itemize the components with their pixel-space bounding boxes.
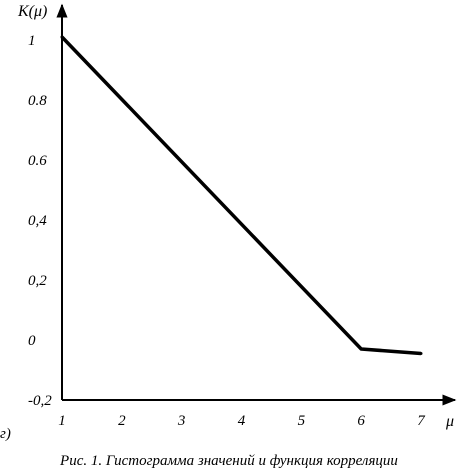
x-tick-label: 1 — [58, 413, 66, 429]
correlation-line — [60, 35, 422, 356]
y-axis-label: K(μ) — [17, 3, 47, 20]
x-tick-label: 6 — [357, 413, 365, 429]
y-tick-labels: 1 0.8 0.6 0,4 0,2 0 -0,2 — [28, 33, 52, 409]
data-point — [359, 347, 363, 351]
y-tick-label: 1 — [28, 33, 36, 49]
x-tick-label: 3 — [177, 413, 186, 429]
data-point — [60, 35, 64, 39]
data-point — [419, 352, 423, 355]
x-tick-label: 4 — [238, 413, 246, 429]
x-tick-label: 7 — [417, 413, 426, 429]
y-tick-label: 0,2 — [28, 273, 47, 289]
y-tick-label: 0.8 — [28, 93, 47, 109]
y-tick-label: 0.6 — [28, 153, 47, 169]
x-axis-label: μ — [445, 413, 454, 430]
y-tick-label: 0,4 — [28, 213, 47, 229]
figure-caption: Рис. 1. Гистограмма значений и функция к… — [59, 453, 398, 469]
x-tick-labels: 1 2 3 4 5 6 7 — [58, 413, 426, 429]
axes — [56, 3, 457, 406]
x-tick-label: 2 — [118, 413, 126, 429]
y-tick-label: 0 — [28, 333, 36, 349]
data-points — [60, 35, 423, 355]
y-tick-label: -0,2 — [28, 393, 52, 409]
x-tick-label: 5 — [298, 413, 306, 429]
panel-label: г) — [0, 426, 11, 442]
